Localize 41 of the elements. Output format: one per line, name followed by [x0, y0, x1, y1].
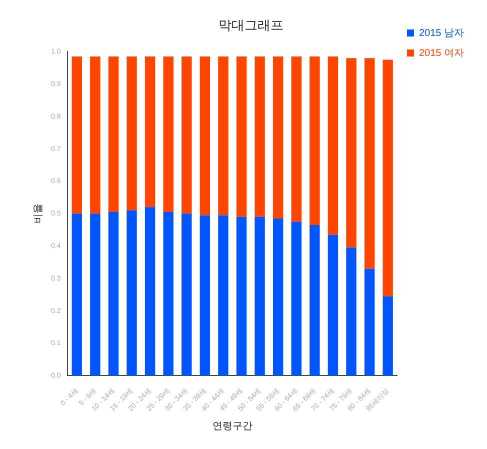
bar	[72, 56, 82, 214]
bar	[272, 56, 284, 219]
bar	[291, 56, 302, 222]
bar	[346, 248, 356, 376]
legend-label: 2015 여자	[418, 48, 464, 59]
bar	[254, 216, 265, 376]
bar	[200, 215, 210, 376]
bar	[90, 214, 100, 376]
x-axis-title: 연령구간	[212, 420, 252, 432]
y-axis-title: 비율	[32, 204, 44, 224]
bar	[382, 60, 393, 296]
bar	[346, 58, 356, 248]
bar	[182, 214, 192, 376]
bar	[272, 218, 284, 376]
bar	[328, 234, 338, 376]
bar	[126, 210, 137, 376]
legend-label: 2015 남자	[418, 28, 464, 39]
bar	[144, 56, 156, 208]
bar	[126, 56, 137, 210]
bar	[254, 56, 265, 217]
bar	[90, 56, 100, 214]
bar	[328, 56, 338, 235]
bar	[108, 56, 119, 212]
bar	[218, 215, 228, 376]
bar	[182, 56, 192, 214]
bar	[364, 58, 375, 269]
chart-title: 막대그래프	[218, 17, 284, 32]
bar	[236, 56, 247, 217]
bar	[364, 268, 375, 376]
bar	[108, 212, 119, 376]
bar	[200, 56, 210, 216]
bar	[310, 56, 320, 225]
bar	[163, 56, 174, 212]
bar	[163, 212, 174, 376]
bar	[218, 56, 228, 216]
bar	[144, 207, 156, 376]
bar	[291, 222, 302, 376]
bar	[236, 216, 247, 376]
bar	[310, 224, 320, 376]
bar	[382, 296, 393, 376]
bar	[72, 214, 82, 376]
